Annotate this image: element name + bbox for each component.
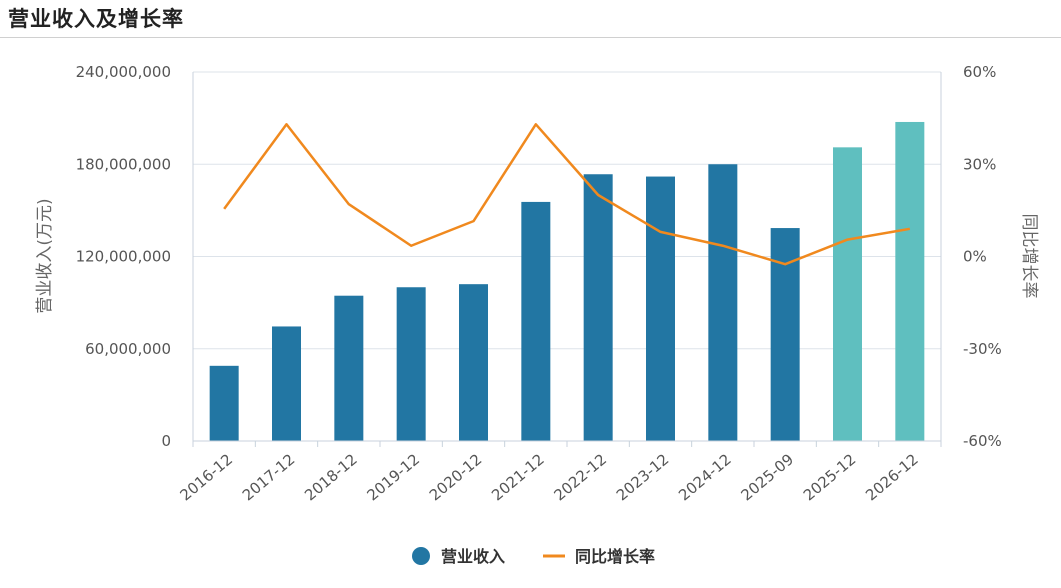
y2-tick-label: 0% bbox=[963, 248, 987, 266]
revenue-bar[interactable] bbox=[895, 121, 925, 441]
x-tick-label: 2018-12 bbox=[301, 450, 361, 504]
y-tick-label: 0 bbox=[161, 432, 171, 450]
revenue-bar[interactable] bbox=[583, 174, 613, 441]
y-tick-label: 120,000,000 bbox=[76, 248, 171, 266]
x-tick-label: 2025-12 bbox=[800, 450, 860, 504]
x-tick-label: 2026-12 bbox=[862, 450, 922, 504]
revenue-bar[interactable] bbox=[459, 284, 488, 441]
y2-tick-label: -60% bbox=[963, 432, 1002, 450]
revenue-bar[interactable] bbox=[209, 365, 239, 441]
revenue-bar[interactable] bbox=[833, 147, 862, 441]
y-tick-label: 180,000,000 bbox=[76, 155, 171, 173]
legend-line-label[interactable]: 同比增长率 bbox=[575, 547, 655, 566]
revenue-bar[interactable] bbox=[272, 326, 301, 441]
x-tick-label: 2023-12 bbox=[613, 450, 673, 504]
y2-axis-title: 同比增长率 bbox=[1019, 214, 1039, 299]
x-tick-label: 2024-12 bbox=[675, 450, 735, 504]
y-tick-label: 60,000,000 bbox=[85, 340, 171, 358]
x-tick-label: 2025-09 bbox=[738, 450, 798, 504]
x-tick-label: 2019-12 bbox=[364, 450, 424, 504]
revenue-bar[interactable] bbox=[396, 287, 426, 441]
y2-tick-label: -30% bbox=[963, 340, 1002, 358]
grid-lines bbox=[193, 71, 941, 442]
x-tick-label: 2021-12 bbox=[488, 450, 548, 504]
x-tick-label: 2022-12 bbox=[551, 450, 611, 504]
growth-rate-line[interactable] bbox=[223, 123, 911, 266]
y2-tick-label: 30% bbox=[963, 155, 996, 173]
chart-header: 营业收入及增长率 bbox=[0, 0, 1061, 38]
legend-bar-marker[interactable] bbox=[412, 547, 430, 565]
x-tick-label: 2017-12 bbox=[239, 450, 299, 504]
legend-bar-label[interactable]: 营业收入 bbox=[441, 547, 505, 566]
revenue-bar[interactable] bbox=[521, 201, 551, 441]
x-tick-label: 2016-12 bbox=[177, 450, 237, 504]
y-axis-title: 营业收入(万元) bbox=[35, 198, 55, 313]
revenue-bar[interactable] bbox=[646, 176, 675, 442]
growth-line bbox=[223, 123, 911, 266]
revenue-bars bbox=[209, 121, 925, 442]
y2-tick-label: 60% bbox=[963, 63, 996, 81]
revenue-bar[interactable] bbox=[334, 295, 364, 441]
legend[interactable]: 营业收入 同比增长率 bbox=[412, 547, 655, 566]
y-tick-label: 240,000,000 bbox=[76, 63, 171, 81]
x-tick-label: 2020-12 bbox=[426, 450, 486, 504]
revenue-bar[interactable] bbox=[708, 164, 738, 441]
chart-title: 营业收入及增长率 bbox=[8, 7, 184, 31]
